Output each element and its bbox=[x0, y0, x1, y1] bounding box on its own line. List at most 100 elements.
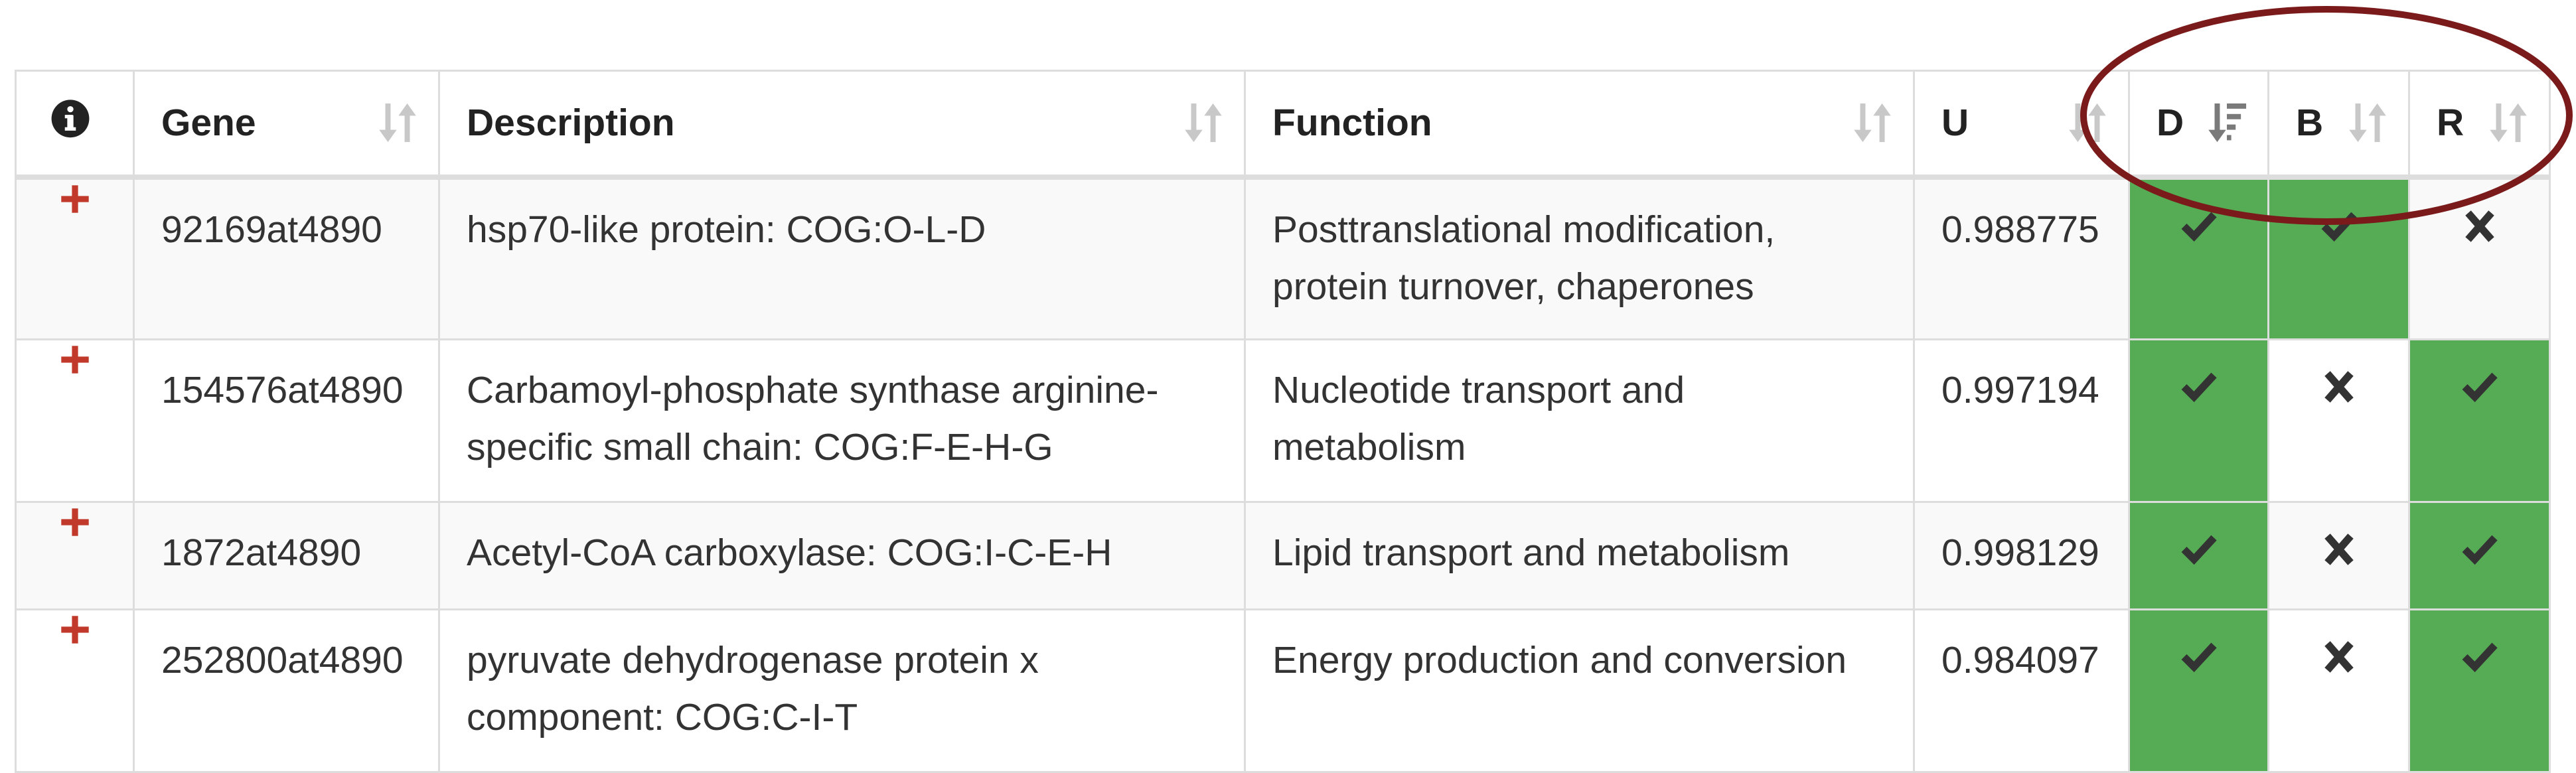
check-icon bbox=[2181, 372, 2217, 403]
sort-desc-icon[interactable] bbox=[2205, 98, 2249, 147]
b-flag-cell bbox=[2267, 501, 2410, 610]
gene-text: 92169at4890 bbox=[161, 208, 382, 251]
header-b-label: B bbox=[2296, 102, 2324, 145]
sort-icon[interactable] bbox=[2486, 98, 2530, 147]
header-function[interactable]: Function bbox=[1244, 70, 1915, 180]
expand-cell[interactable] bbox=[15, 176, 135, 340]
u-value: 0.998129 bbox=[1941, 531, 2099, 574]
b-flag-cell bbox=[2267, 608, 2410, 773]
expand-cell[interactable] bbox=[15, 608, 135, 773]
check-icon bbox=[2462, 642, 2498, 673]
header-d-label: D bbox=[2157, 102, 2184, 145]
description-text: pyruvate dehydrogenase protein x compone… bbox=[440, 610, 1244, 746]
b-flag-cell bbox=[2267, 176, 2410, 340]
u-cell: 0.998129 bbox=[1913, 501, 2130, 610]
gene-cell: 252800at4890 bbox=[133, 608, 440, 773]
function-cell: Lipid transport and metabolism bbox=[1244, 501, 1915, 610]
check-icon bbox=[2462, 535, 2498, 565]
description-cell: Acetyl-CoA carboxylase: COG:I-C-E-H bbox=[438, 501, 1246, 610]
function-line: Nucleotide transport and bbox=[1272, 369, 1685, 411]
gene-cell: 1872at4890 bbox=[133, 501, 440, 610]
description-text: hsp70-like protein: COG:O-L-D bbox=[467, 208, 986, 251]
table-row: 1872at4890 Acetyl-CoA carboxylase: COG:I… bbox=[15, 501, 2551, 610]
function-text: Energy production and conversion bbox=[1272, 639, 1847, 681]
sort-icon[interactable] bbox=[376, 98, 419, 147]
description-line: Carbamoyl-phosphate synthase arginine- bbox=[467, 369, 1159, 411]
table-row: 252800at4890 pyruvate dehydrogenase prot… bbox=[15, 608, 2551, 773]
function-line: metabolism bbox=[1272, 426, 1466, 468]
d-flag-cell bbox=[2128, 338, 2269, 503]
header-u-label: U bbox=[1941, 102, 1969, 145]
sort-icon[interactable] bbox=[1181, 98, 1225, 147]
header-info bbox=[15, 70, 135, 180]
description-cell: pyruvate dehydrogenase protein x compone… bbox=[438, 608, 1246, 773]
info-circle-icon bbox=[51, 100, 89, 138]
check-icon bbox=[2181, 642, 2217, 673]
header-gene[interactable]: Gene bbox=[133, 70, 440, 180]
table-row: 154576at4890 Carbamoyl-phosphate synthas… bbox=[15, 338, 2551, 503]
cross-icon bbox=[2464, 210, 2494, 242]
r-flag-cell bbox=[2408, 608, 2551, 773]
plus-icon[interactable] bbox=[60, 184, 90, 214]
u-value: 0.988775 bbox=[1941, 208, 2099, 251]
function-text: Lipid transport and metabolism bbox=[1272, 531, 1790, 574]
sort-icon[interactable] bbox=[2346, 98, 2389, 147]
description-text: Carbamoyl-phosphate synthase arginine- s… bbox=[440, 340, 1244, 476]
header-function-label: Function bbox=[1272, 102, 1432, 145]
d-flag-cell bbox=[2128, 608, 2269, 773]
r-flag-cell bbox=[2408, 176, 2551, 340]
cross-icon bbox=[2324, 533, 2354, 565]
header-b[interactable]: B bbox=[2267, 70, 2410, 180]
description-text: Acetyl-CoA carboxylase: COG:I-C-E-H bbox=[467, 531, 1112, 574]
header-description-label: Description bbox=[467, 102, 675, 145]
expand-cell[interactable] bbox=[15, 338, 135, 503]
plus-icon[interactable] bbox=[60, 507, 90, 537]
sort-icon[interactable] bbox=[1851, 98, 1894, 147]
u-cell: 0.988775 bbox=[1913, 176, 2130, 340]
b-flag-cell bbox=[2267, 338, 2410, 503]
header-gene-label: Gene bbox=[161, 102, 256, 145]
gene-cell: 154576at4890 bbox=[133, 338, 440, 503]
table-row: 92169at4890 hsp70-like protein: COG:O-L-… bbox=[15, 176, 2551, 340]
d-flag-cell bbox=[2128, 501, 2269, 610]
description-line: component: COG:C-I-T bbox=[467, 696, 858, 738]
expand-cell[interactable] bbox=[15, 501, 135, 610]
function-cell: Energy production and conversion bbox=[1244, 608, 1915, 773]
description-cell: hsp70-like protein: COG:O-L-D bbox=[438, 176, 1246, 340]
u-cell: 0.984097 bbox=[1913, 608, 2130, 773]
header-description[interactable]: Description bbox=[438, 70, 1246, 180]
check-icon bbox=[2181, 535, 2217, 565]
plus-icon[interactable] bbox=[60, 344, 90, 375]
cross-icon bbox=[2324, 371, 2354, 403]
table-header-row: Gene Description bbox=[15, 70, 2551, 180]
u-value: 0.984097 bbox=[1941, 639, 2099, 681]
function-line: protein turnover, chaperones bbox=[1272, 265, 1754, 308]
gene-text: 154576at4890 bbox=[161, 369, 404, 411]
function-cell: Posttranslational modification, protein … bbox=[1244, 176, 1915, 340]
r-flag-cell bbox=[2408, 338, 2551, 503]
function-cell: Nucleotide transport and metabolism bbox=[1244, 338, 1915, 503]
function-text: Posttranslational modification, protein … bbox=[1246, 180, 1913, 315]
cross-icon bbox=[2324, 641, 2354, 673]
sort-icon[interactable] bbox=[2066, 98, 2109, 147]
check-icon bbox=[2462, 372, 2498, 403]
header-r-label: R bbox=[2437, 102, 2464, 145]
plus-icon[interactable] bbox=[60, 614, 90, 645]
description-line: specific small chain: COG:F-E-H-G bbox=[467, 426, 1053, 468]
r-flag-cell bbox=[2408, 501, 2551, 610]
header-d[interactable]: D bbox=[2128, 70, 2269, 180]
gene-cell: 92169at4890 bbox=[133, 176, 440, 340]
description-line: pyruvate dehydrogenase protein x bbox=[467, 639, 1039, 681]
function-text: Nucleotide transport and metabolism bbox=[1246, 340, 1913, 476]
check-icon bbox=[2181, 212, 2217, 242]
header-u[interactable]: U bbox=[1913, 70, 2130, 180]
u-cell: 0.997194 bbox=[1913, 338, 2130, 503]
d-flag-cell bbox=[2128, 176, 2269, 340]
description-cell: Carbamoyl-phosphate synthase arginine- s… bbox=[438, 338, 1246, 503]
check-icon bbox=[2321, 212, 2357, 242]
u-value: 0.997194 bbox=[1941, 369, 2099, 411]
function-line: Posttranslational modification, bbox=[1272, 208, 1776, 251]
header-r[interactable]: R bbox=[2408, 70, 2551, 180]
gene-text: 1872at4890 bbox=[161, 531, 362, 574]
results-table: Gene Description bbox=[15, 70, 2551, 773]
